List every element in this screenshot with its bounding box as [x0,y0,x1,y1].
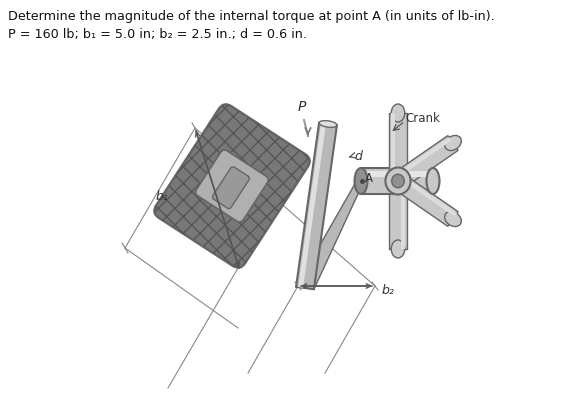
Text: b₁: b₁ [156,190,169,202]
FancyBboxPatch shape [212,167,249,209]
Ellipse shape [426,168,439,194]
Polygon shape [296,123,337,289]
Ellipse shape [444,135,461,150]
Polygon shape [389,181,407,249]
Polygon shape [400,181,405,249]
Text: Crank: Crank [405,112,440,124]
Ellipse shape [385,168,411,194]
Polygon shape [389,113,407,181]
Text: P: P [298,100,306,114]
Text: b₂: b₂ [382,284,395,297]
FancyBboxPatch shape [155,104,310,268]
Ellipse shape [392,174,404,188]
Polygon shape [391,113,395,181]
Polygon shape [393,173,458,227]
Ellipse shape [391,240,405,258]
Text: Determine the magnitude of the internal torque at point A (in units of lb-in).: Determine the magnitude of the internal … [8,10,495,23]
Ellipse shape [319,121,337,128]
Ellipse shape [391,104,405,122]
Polygon shape [393,135,458,188]
Polygon shape [399,175,457,217]
Polygon shape [361,168,433,194]
Polygon shape [394,137,451,179]
Ellipse shape [444,211,461,227]
Polygon shape [298,123,326,288]
Text: A: A [365,171,373,185]
Polygon shape [296,168,364,289]
Text: P = 160 lb; b₁ = 5.0 in; b₂ = 2.5 in.; d = 0.6 in.: P = 160 lb; b₁ = 5.0 in; b₂ = 2.5 in.; d… [8,28,307,41]
Polygon shape [361,171,433,177]
Ellipse shape [355,168,368,194]
Text: d: d [354,150,362,162]
FancyBboxPatch shape [196,150,268,222]
